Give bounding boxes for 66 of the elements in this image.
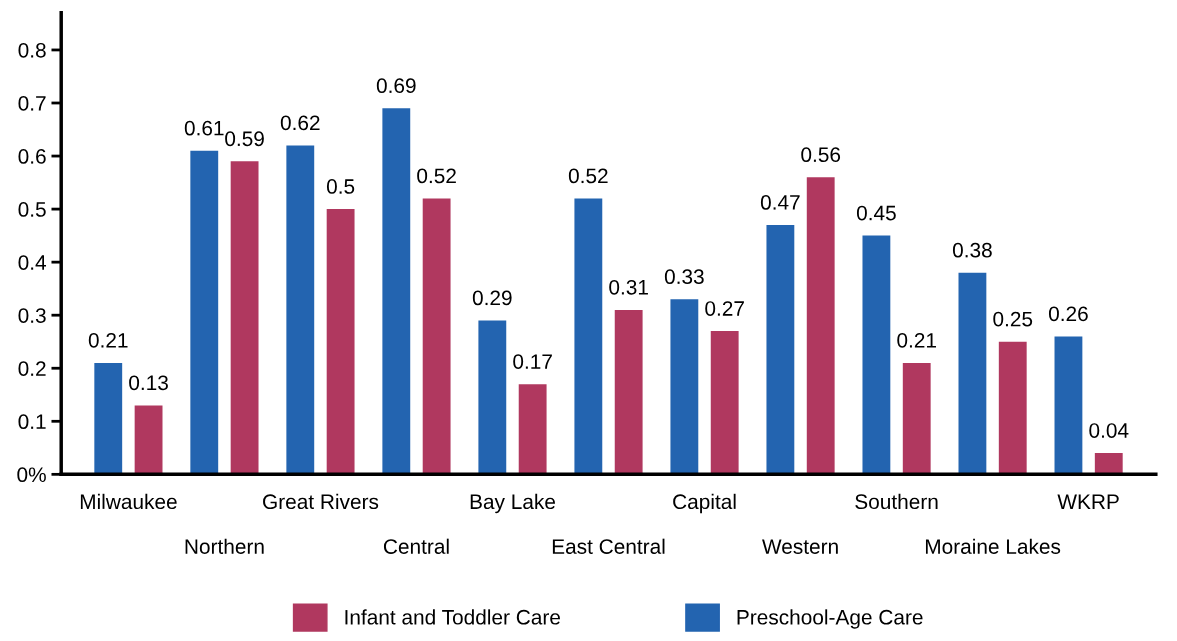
bar [574,198,603,475]
bar [862,235,891,475]
bar [958,272,987,475]
bar [94,362,123,475]
data-label: 0.52 [568,168,608,184]
y-tick-label: 0.3 [18,308,46,323]
data-label: 0.21 [88,332,128,348]
data-label: 0.21 [897,332,936,348]
data-label: 0.56 [801,147,841,163]
data-label: 0.5 [326,179,355,194]
y-tick-label: 0.4 [18,255,47,270]
y-tick-label: 0.5 [18,202,46,217]
x-tick-label: Great Rivers [263,493,379,510]
x-tick-label: Bay Lake [470,493,555,514]
x-tick-label: Western [762,539,838,554]
data-label: 0.25 [993,311,1033,327]
y-tick-label: 0.8 [18,42,46,58]
x-tick-label: WKRP [1057,494,1119,509]
bar [382,108,411,475]
data-label: 0.69 [376,78,416,94]
bar [902,362,931,475]
data-label: 0.31 [609,279,648,295]
data-label: 0.59 [225,131,264,147]
data-label: 0.27 [705,301,744,316]
data-label: 0.47 [760,195,800,210]
bar [230,161,259,475]
x-tick-label: Southern [855,493,938,510]
bar [478,320,507,475]
data-label: 0.38 [952,242,992,258]
data-label: 0.17 [513,354,552,369]
bar [518,384,547,475]
x-tick-label: Capital [673,493,736,514]
bar [670,299,699,475]
x-tick-label: Milwaukee [80,493,177,510]
bar [286,145,315,475]
legend-label: Infant and Toddler Care [345,609,560,625]
y-tick-label: 0.1 [18,414,46,430]
data-label: 0.61 [184,120,224,136]
data-label: 0.45 [856,205,896,221]
x-tick-label: Central [383,538,449,554]
data-label: 0.62 [280,115,320,131]
bar [614,309,643,475]
data-label: 0.26 [1048,306,1088,322]
bar [1054,336,1083,475]
data-label: 0.29 [472,290,512,306]
bar [766,225,795,475]
bar [326,209,355,475]
data-label: 0.13 [129,375,168,391]
y-tick-label: 0% [17,467,46,483]
x-tick-label: East Central [552,538,665,554]
legend-label: Preschool-Age Care [737,609,923,629]
y-tick-label: 0.7 [18,96,46,111]
data-label: 0.04 [1089,423,1129,438]
x-tick-label: Moraine Lakes [925,538,1061,554]
bar [422,198,451,475]
bar [806,177,835,475]
x-tick-label: Northern [185,538,264,554]
data-label: 0.52 [417,168,456,184]
y-tick-label: 0.2 [18,361,46,376]
data-label: 0.33 [664,269,704,285]
bar [190,150,219,475]
bar [710,331,739,475]
bar [998,341,1027,475]
y-tick-label: 0.6 [18,149,46,164]
bar [134,405,163,475]
bar [1094,453,1123,475]
